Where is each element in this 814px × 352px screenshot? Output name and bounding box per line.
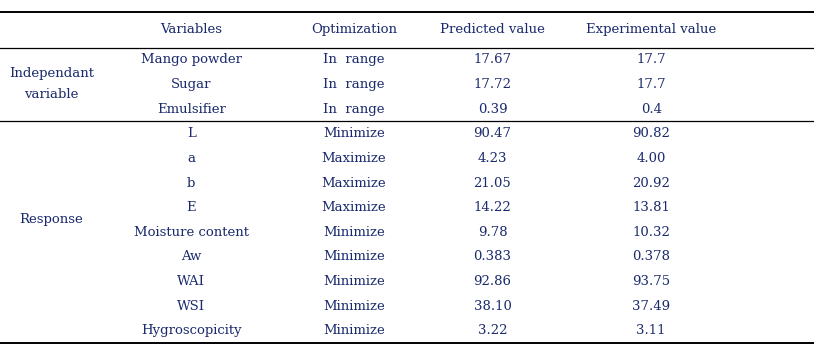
Text: 0.4: 0.4 (641, 103, 662, 115)
Text: 4.23: 4.23 (478, 152, 507, 165)
Text: 3.22: 3.22 (478, 325, 507, 337)
Text: b: b (187, 177, 195, 189)
Text: 0.383: 0.383 (474, 251, 511, 263)
Text: Minimize: Minimize (323, 251, 385, 263)
Text: WAI: WAI (177, 275, 205, 288)
Text: 17.67: 17.67 (474, 54, 511, 66)
Text: a: a (187, 152, 195, 165)
Text: Minimize: Minimize (323, 325, 385, 337)
Text: Experimental value: Experimental value (586, 24, 716, 36)
Text: 0.378: 0.378 (632, 251, 670, 263)
Text: Maximize: Maximize (322, 177, 387, 189)
Text: 10.32: 10.32 (632, 226, 670, 239)
Text: Minimize: Minimize (323, 275, 385, 288)
Text: 17.7: 17.7 (637, 54, 666, 66)
Text: Variables: Variables (160, 24, 222, 36)
Text: Maximize: Maximize (322, 201, 387, 214)
Text: 90.47: 90.47 (474, 127, 511, 140)
Text: 13.81: 13.81 (632, 201, 670, 214)
Text: E: E (186, 201, 196, 214)
Text: 17.72: 17.72 (474, 78, 511, 91)
Text: Independant
variable: Independant variable (9, 68, 94, 101)
Text: 20.92: 20.92 (632, 177, 670, 189)
Text: Minimize: Minimize (323, 300, 385, 313)
Text: Aw: Aw (181, 251, 202, 263)
Text: In  range: In range (323, 78, 385, 91)
Text: Response: Response (20, 214, 83, 226)
Text: Optimization: Optimization (311, 24, 397, 36)
Text: Emulsifier: Emulsifier (157, 103, 225, 115)
Text: Predicted value: Predicted value (440, 24, 545, 36)
Text: 93.75: 93.75 (632, 275, 670, 288)
Text: 92.86: 92.86 (474, 275, 511, 288)
Text: Maximize: Maximize (322, 152, 387, 165)
Text: 17.7: 17.7 (637, 78, 666, 91)
Text: Moisture content: Moisture content (133, 226, 249, 239)
Text: 90.82: 90.82 (632, 127, 670, 140)
Text: Mango powder: Mango powder (141, 54, 242, 66)
Text: In  range: In range (323, 54, 385, 66)
Text: 0.39: 0.39 (478, 103, 507, 115)
Text: 38.10: 38.10 (474, 300, 511, 313)
Text: Minimize: Minimize (323, 226, 385, 239)
Text: Hygroscopicity: Hygroscopicity (141, 325, 242, 337)
Text: L: L (187, 127, 195, 140)
Text: In  range: In range (323, 103, 385, 115)
Text: 21.05: 21.05 (474, 177, 511, 189)
Text: 9.78: 9.78 (478, 226, 507, 239)
Text: 37.49: 37.49 (632, 300, 670, 313)
Text: 3.11: 3.11 (637, 325, 666, 337)
Text: 4.00: 4.00 (637, 152, 666, 165)
Text: Minimize: Minimize (323, 127, 385, 140)
Text: WSI: WSI (177, 300, 205, 313)
Text: Sugar: Sugar (171, 78, 212, 91)
Text: 14.22: 14.22 (474, 201, 511, 214)
